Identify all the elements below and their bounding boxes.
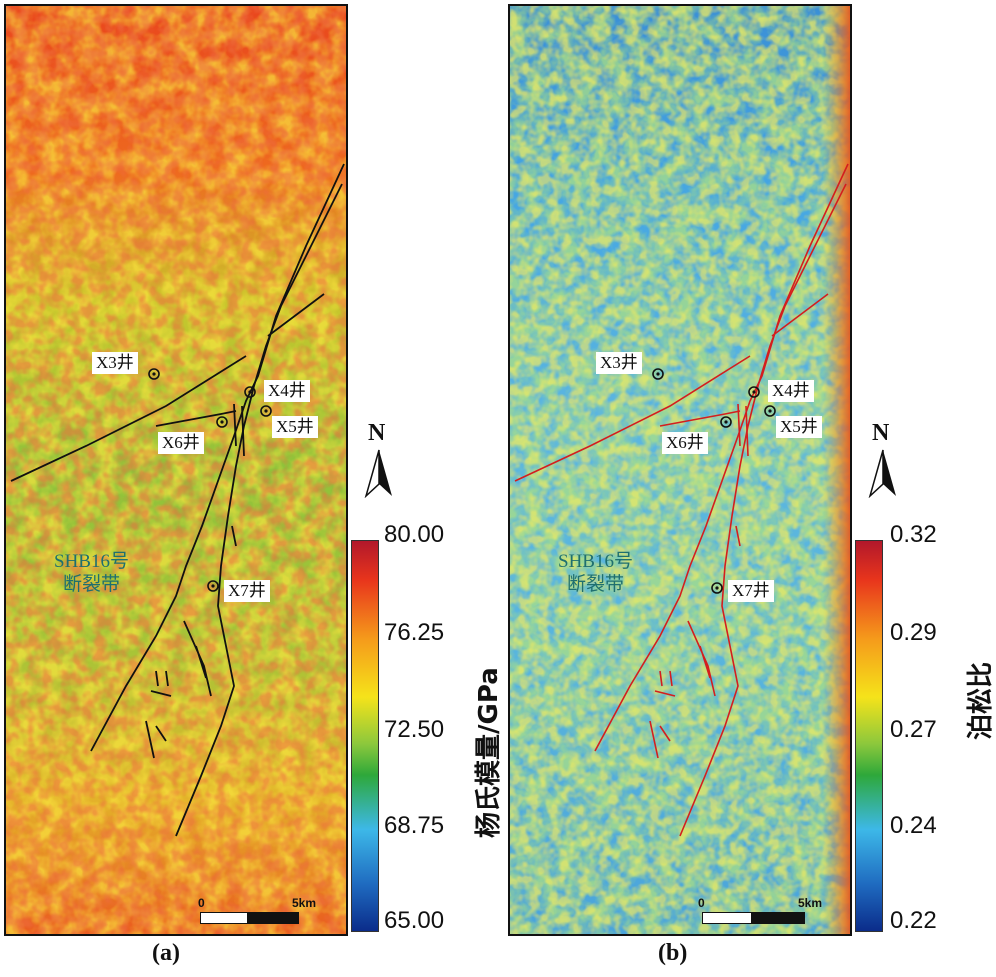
well-label-x4: X4井	[264, 380, 310, 402]
well-marker-x6	[216, 416, 228, 428]
colorbar-b-title: 泊松比	[966, 661, 996, 740]
well-label-x7: X7井	[728, 580, 774, 602]
scale-bar-black	[751, 912, 805, 924]
colorbar-b-tick-4: 0.24	[890, 812, 937, 839]
well-label-x3: X3井	[92, 352, 138, 374]
caption-b: (b)	[658, 940, 688, 966]
well-label-x6: X6井	[158, 432, 204, 454]
colorbar-b-tick-1: 0.32	[890, 521, 937, 548]
well-marker-x3	[652, 368, 664, 380]
scale-bar-black	[247, 912, 299, 924]
scale-start-label: 0	[698, 896, 705, 910]
well-label-x4: X4井	[768, 380, 814, 402]
colorbar-a-tick-1: 80.00	[384, 521, 445, 548]
well-marker-x7	[711, 582, 723, 594]
well-label-x3: X3井	[596, 352, 642, 374]
colorbar-b-tick-2: 0.29	[890, 619, 937, 646]
scale-bar-white	[702, 912, 752, 924]
scale-end-label: 5km	[292, 896, 317, 910]
well-label-x5: X5井	[272, 416, 318, 438]
well-marker-x5	[260, 405, 272, 417]
north-arrow-a: N	[360, 420, 400, 498]
poisson-ratio-map: X3井 X4井 X5井 X6井 X7井 SHB16号 断裂带 0 5km	[508, 4, 852, 936]
well-label-x6: X6井	[662, 432, 708, 454]
youngs-modulus-raster	[6, 6, 346, 934]
colorbar-b-tick-5: 0.22	[890, 907, 937, 934]
well-marker-x6	[720, 416, 732, 428]
colorbar-a-tick-4: 68.75	[384, 812, 445, 839]
colorbar-b-tick-3: 0.27	[890, 716, 937, 743]
north-arrow-icon	[364, 449, 392, 498]
well-marker-x4	[244, 386, 256, 398]
colorbar-a-title: 杨氏模量/GPa	[474, 667, 504, 838]
scale-bar: 0 5km	[198, 896, 316, 926]
fault-lines	[10, 163, 345, 837]
scale-start-label: 0	[198, 896, 205, 910]
poisson-ratio-raster	[510, 6, 850, 934]
well-label-x7: X7井	[224, 580, 270, 602]
colorbar-a	[351, 540, 379, 932]
colorbar-a-tick-3: 72.50	[384, 716, 445, 743]
well-marker-x5	[764, 405, 776, 417]
colorbar-a-tick-5: 65.00	[384, 907, 445, 934]
colorbar-b	[855, 540, 883, 932]
scale-bar: 0 5km	[696, 896, 822, 926]
fault-zone-label: SHB16号 断裂带	[558, 551, 633, 595]
youngs-modulus-map: X3井 X4井 X5井 X6井 X7井 SHB16号 断裂带 0 5km	[4, 4, 348, 936]
scale-end-label: 5km	[798, 896, 823, 910]
scale-bar-white	[200, 912, 248, 924]
fault-lines	[514, 163, 849, 837]
fault-zone-label: SHB16号 断裂带	[54, 551, 129, 595]
north-arrow-b: N	[864, 420, 904, 498]
well-label-x5: X5井	[776, 416, 822, 438]
caption-a: (a)	[152, 940, 180, 966]
well-marker-x7	[207, 580, 219, 592]
well-marker-x4	[748, 386, 760, 398]
north-arrow-icon	[868, 449, 896, 498]
well-marker-x3	[148, 368, 160, 380]
colorbar-a-tick-2: 76.25	[384, 619, 445, 646]
